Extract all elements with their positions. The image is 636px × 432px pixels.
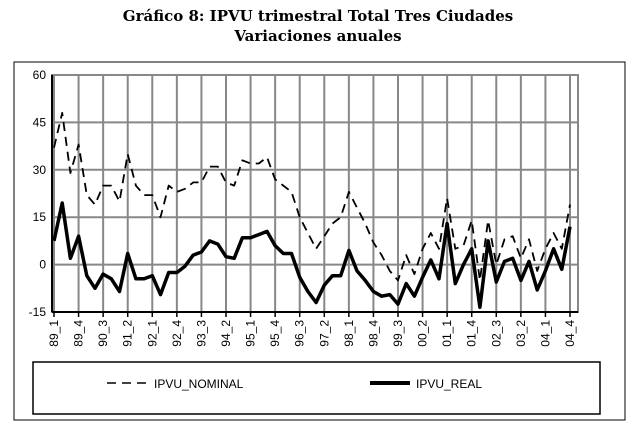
y-tick-label: -15 xyxy=(29,305,47,319)
series-lines xyxy=(52,112,572,310)
x-tick-label: 92_1 xyxy=(145,320,159,347)
chart-frame xyxy=(13,61,626,421)
x-tick-label: 01_4 xyxy=(465,320,479,347)
series-ipvu-nominal xyxy=(53,112,571,282)
y-tick-label: 30 xyxy=(33,163,47,177)
subtitle: Variaciones anuales xyxy=(234,27,402,45)
x-tick-label: 04_1 xyxy=(538,320,552,347)
x-tick-label: 89_4 xyxy=(72,320,86,347)
legend-box xyxy=(32,361,601,415)
legend-real-label: IPVU_REAL xyxy=(416,377,482,391)
series-ipvu-real xyxy=(52,201,572,310)
y-tick-label: 15 xyxy=(33,210,47,224)
x-axis: 89_1 89_4 90_3 91_2 92_1 92_4 93_3 94_2 95_1 95_4… xyxy=(47,311,578,347)
x-tick-label: 04_4 xyxy=(563,320,577,347)
x-tick-label: 95_1 xyxy=(244,320,258,347)
y-tick-label: 60 xyxy=(33,68,47,82)
legend-nominal-label: IPVU_NOMINAL xyxy=(154,377,244,391)
x-tick-label: 90_3 xyxy=(96,320,110,347)
title: Gráfico 8: IPVU trimestral Total Tres Ci… xyxy=(122,7,514,25)
x-tick-label: 94_2 xyxy=(219,320,233,347)
x-tick-label: 95_4 xyxy=(268,320,282,347)
x-tick-label: 97_2 xyxy=(317,320,331,347)
x-tick-label: 89_1 xyxy=(47,320,61,347)
x-tick-label: 99_3 xyxy=(391,320,405,347)
x-tick-label: 02_3 xyxy=(489,320,503,347)
chart-title: Gráfico 8: IPVU trimestral Total Tres Ci… xyxy=(0,6,636,46)
x-tick-label: 98_4 xyxy=(366,320,380,347)
x-tick-label: 01_1 xyxy=(440,320,454,347)
y-axis: 60 45 30 15 0 -15 xyxy=(29,68,53,319)
x-tick-label: 00_2 xyxy=(416,320,430,347)
x-tick-label: 03_2 xyxy=(514,320,528,347)
x-tick-label: 92_4 xyxy=(170,320,184,347)
x-tick-label: 98_1 xyxy=(342,320,356,347)
y-tick-label: 45 xyxy=(33,115,47,129)
x-tick-label: 96_3 xyxy=(293,320,307,347)
y-tick-label: 0 xyxy=(39,258,46,272)
x-tick-label: 93_3 xyxy=(194,320,208,347)
x-tick-label: 91_2 xyxy=(121,320,135,347)
